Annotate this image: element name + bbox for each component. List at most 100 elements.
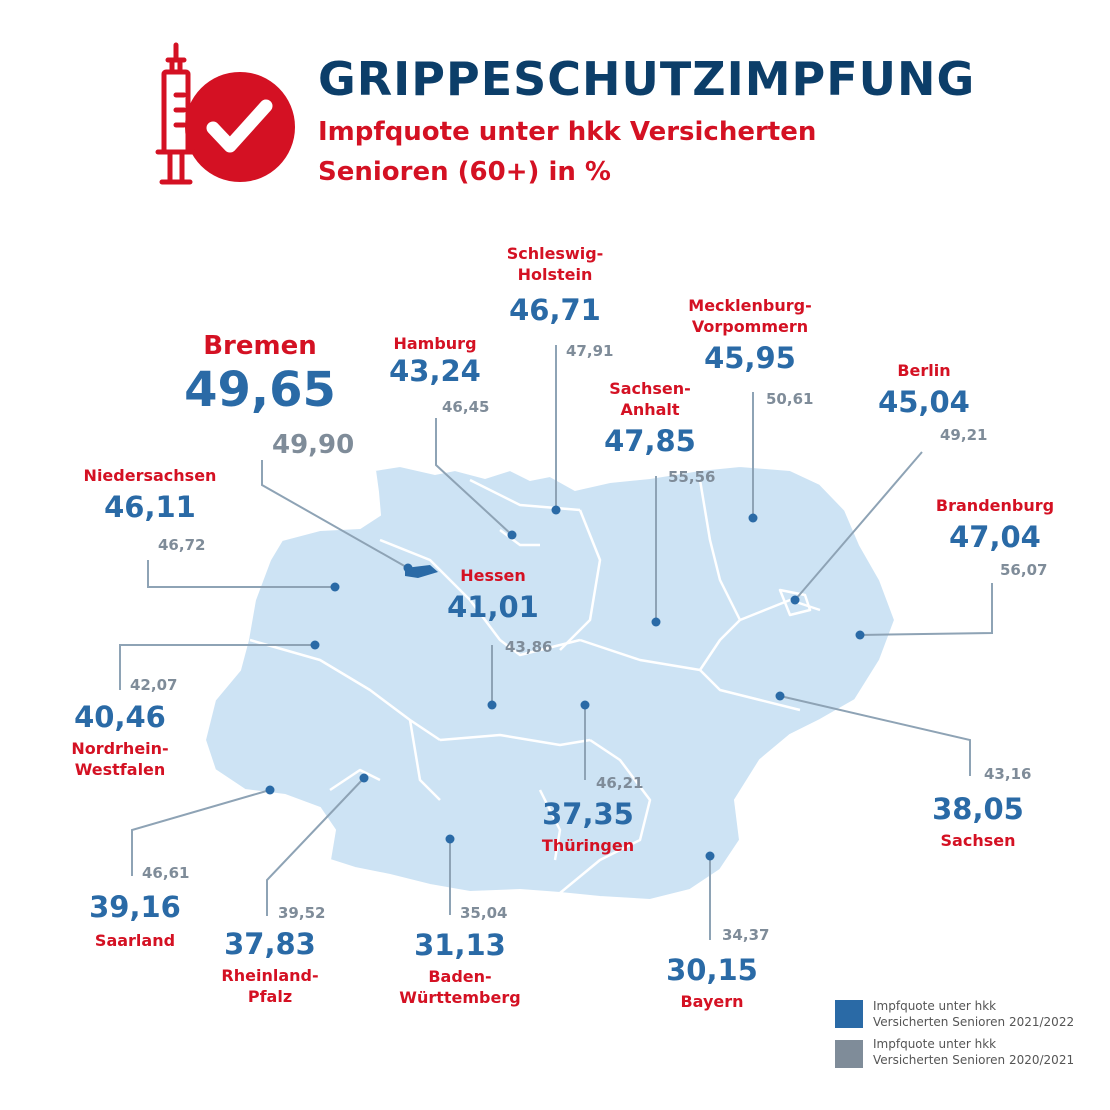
- label-sachsen: 38,05 Sachsen: [918, 792, 1038, 851]
- marker-dot-niedersachsen: [330, 582, 340, 592]
- page-subtitle: Impfquote unter hkk Versicherten Seniore…: [318, 112, 816, 192]
- leader-line-berlin: [794, 451, 923, 601]
- state-current-value: 37,83: [224, 927, 316, 961]
- germany-outline: [203, 464, 897, 902]
- label-thueringen: 37,35 Thüringen: [528, 797, 648, 856]
- marker-dot-schleswig: [551, 505, 561, 515]
- bremen-previous-value: 49,90: [272, 430, 355, 460]
- marker-dot-mv: [748, 513, 758, 523]
- state-name: Bremen: [203, 331, 317, 361]
- legend-line-2: Versicherten Senioren 2020/2021: [873, 1053, 1075, 1067]
- state-name-line-1: Rheinland-: [221, 966, 319, 985]
- leader-line-brandenburg: [859, 583, 993, 636]
- schleswig-previous-value: 47,91: [566, 342, 614, 360]
- state-name: Thüringen: [541, 836, 635, 855]
- label-baden-wuerttemberg: 31,13 Baden- Württemberg: [390, 928, 530, 1008]
- state-current-value: 49,65: [184, 362, 336, 418]
- label-rheinland-pfalz: 37,83 Rheinland- Pfalz: [200, 927, 340, 1007]
- state-name-line-2: Anhalt: [620, 400, 680, 419]
- leader-line-rp: [266, 777, 365, 916]
- state-name: Sachsen: [940, 831, 1016, 850]
- state-name: Niedersachsen: [83, 466, 217, 485]
- legend-swatch-previous: [835, 1040, 863, 1068]
- marker-dot-bremen: [403, 563, 413, 573]
- label-bremen: Bremen 49,65: [180, 330, 340, 418]
- label-mecklenburg-vorpommern: Mecklenburg- Vorpommern 45,95: [680, 295, 820, 375]
- leader-line-bremen: [261, 460, 409, 569]
- mv-previous-value: 50,61: [766, 390, 814, 408]
- label-nordrhein-westfalen: 40,46 Nordrhein- Westfalen: [50, 700, 190, 780]
- state-current-value: 38,05: [932, 792, 1024, 826]
- hessen-previous-value: 43,86: [505, 638, 553, 656]
- state-name-line-2: Vorpommern: [691, 317, 809, 336]
- leader-line-niedersachsen: [147, 560, 335, 588]
- marker-dot-sachsen: [775, 691, 785, 701]
- saarland-previous-value: 46,61: [142, 864, 190, 882]
- legend-item-previous: Impfquote unter hkk Versicherten Seniore…: [873, 1036, 1074, 1068]
- leader-line-sachsen: [779, 695, 971, 776]
- state-name-line-1: Sachsen-: [609, 379, 691, 398]
- state-name-line-2: Holstein: [517, 265, 593, 284]
- label-berlin: Berlin 45,04: [864, 360, 984, 419]
- state-name-line-1: Baden-: [428, 967, 492, 986]
- state-current-value: 46,11: [104, 490, 196, 524]
- state-current-value: 39,16: [89, 890, 181, 924]
- legend-line-2: Versicherten Senioren 2021/2022: [873, 1015, 1075, 1029]
- label-hamburg: Hamburg 43,24: [375, 333, 495, 388]
- rp-previous-value: 39,52: [278, 904, 326, 922]
- marker-dot-sa: [651, 617, 661, 627]
- nrw-previous-value: 42,07: [130, 676, 178, 694]
- state-current-value: 47,04: [949, 520, 1041, 554]
- state-current-value: 37,35: [542, 797, 634, 831]
- niedersachsen-previous-value: 46,72: [158, 536, 206, 554]
- legend-line-1: Impfquote unter hkk: [873, 1037, 997, 1051]
- marker-dot-hamburg: [507, 530, 517, 540]
- sachsen-previous-value: 43,16: [984, 765, 1032, 783]
- state-current-value: 47,85: [604, 424, 696, 458]
- marker-dot-brandenburg: [855, 630, 865, 640]
- state-current-value: 31,13: [414, 928, 506, 962]
- label-bayern: 30,15 Bayern: [652, 953, 772, 1012]
- legend-item-current: Impfquote unter hkk Versicherten Seniore…: [873, 998, 1074, 1030]
- page-title: GRIPPESCHUTZIMPFUNG: [318, 52, 976, 106]
- bw-previous-value: 35,04: [460, 904, 508, 922]
- label-saarland: 39,16 Saarland: [75, 890, 195, 951]
- state-name: Brandenburg: [935, 496, 1055, 515]
- label-sachsen-anhalt: Sachsen- Anhalt 47,85: [590, 378, 710, 458]
- bremen-area: [405, 565, 438, 578]
- label-hessen: Hessen 41,01: [433, 565, 553, 624]
- legend-swatch-current: [835, 1000, 863, 1028]
- syringe-check-icon: [155, 42, 295, 185]
- state-name-line-2: Pfalz: [247, 987, 293, 1006]
- marker-dot-bw: [445, 834, 455, 844]
- state-name: Bayern: [680, 992, 744, 1011]
- state-name: Hessen: [460, 566, 526, 585]
- marker-dot-berlin: [790, 595, 800, 605]
- thueringen-previous-value: 46,21: [596, 774, 644, 792]
- subtitle-line-1: Impfquote unter hkk Versicherten: [318, 117, 817, 147]
- marker-dot-thueringen: [580, 700, 590, 710]
- state-name: Berlin: [897, 361, 951, 380]
- state-name: Saarland: [94, 931, 176, 950]
- label-brandenburg: Brandenburg 47,04: [925, 495, 1065, 554]
- label-schleswig-holstein: Schleswig- Holstein 46,71: [490, 243, 620, 327]
- state-name-line-1: Mecklenburg-: [688, 296, 812, 315]
- label-niedersachsen: Niedersachsen 46,11: [75, 465, 225, 524]
- marker-dot-rp: [359, 773, 369, 783]
- brandenburg-previous-value: 56,07: [1000, 561, 1048, 579]
- state-name: Hamburg: [393, 334, 477, 353]
- state-current-value: 40,46: [74, 700, 166, 734]
- state-current-value: 45,95: [704, 341, 796, 375]
- marker-dot-bayern: [705, 851, 715, 861]
- state-name-line-1: Nordrhein-: [71, 739, 169, 758]
- state-name-line-1: Schleswig-: [506, 244, 604, 263]
- state-current-value: 41,01: [447, 590, 539, 624]
- marker-dot-nrw: [310, 640, 320, 650]
- leader-line-saarland: [131, 789, 271, 876]
- state-name-line-2: Württemberg: [399, 988, 521, 1007]
- leader-line-nrw: [119, 644, 315, 690]
- state-name-line-2: Westfalen: [74, 760, 166, 779]
- berlin-previous-value: 49,21: [940, 426, 988, 444]
- bayern-previous-value: 34,37: [722, 926, 770, 944]
